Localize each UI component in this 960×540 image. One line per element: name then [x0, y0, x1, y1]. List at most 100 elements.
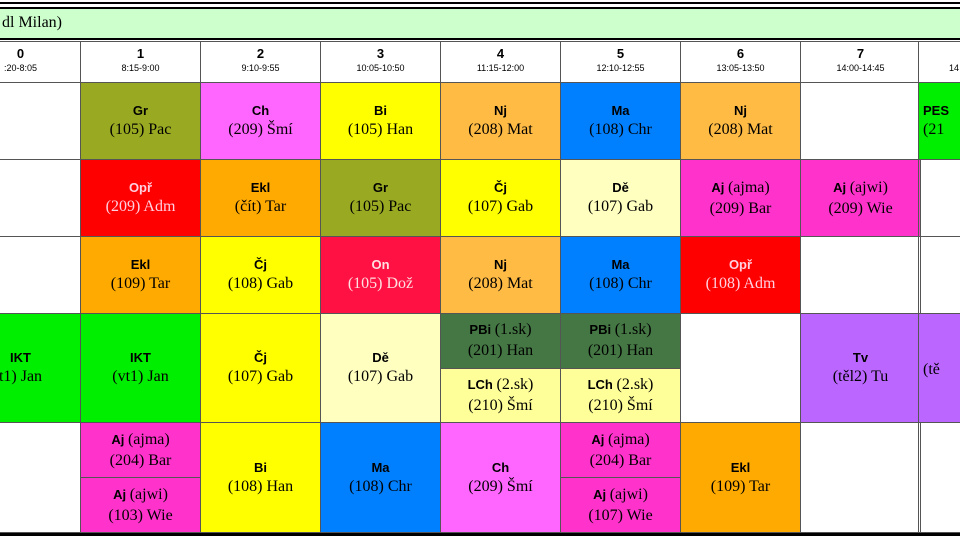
lesson-head: LCh (2.sk) — [468, 376, 534, 394]
period-number: 7 — [856, 46, 865, 61]
period-time: 12:10-12:55 — [596, 63, 645, 73]
group: (ajwi) — [129, 485, 168, 503]
lesson-head: Aj (ajwi) — [113, 486, 168, 504]
subject: Nj — [494, 103, 507, 118]
lesson: LCh (2.sk) (210) Šmí — [440, 367, 561, 423]
room-teacher: (těl2) Tu — [832, 368, 889, 385]
room-teacher: (209) Adm — [105, 198, 176, 215]
period-number: 4 — [496, 46, 505, 61]
room-teacher: (108) Han — [227, 477, 294, 495]
lesson: Aj (ajma) (209) Bar — [680, 159, 801, 237]
subject: Čj — [254, 350, 267, 365]
subject: PBi — [469, 322, 492, 338]
room-teacher: (vt1) Jan — [112, 368, 169, 385]
bottom-border — [0, 533, 960, 536]
room-teacher: (204) Bar — [589, 451, 652, 469]
room-teacher: (209) Wie — [828, 199, 893, 217]
subject: Ch — [491, 459, 510, 475]
subject: Bi — [374, 103, 387, 118]
lesson: IKT (vt1) Jan — [80, 313, 201, 423]
period-header: 7 14:00-14:45 — [800, 41, 921, 83]
lesson-head: Nj — [494, 257, 507, 272]
subject: Ekl — [250, 180, 271, 195]
lesson-head: Čj — [254, 257, 267, 272]
lesson-head: Dě — [372, 350, 389, 365]
lesson: Ekl (čít) Tar — [200, 159, 321, 237]
room-teacher: (čít) Tar — [234, 198, 287, 215]
room-teacher: (108) Gab — [227, 275, 294, 292]
lesson: Ekl (109) Tar — [80, 236, 201, 314]
subject: Dě — [372, 350, 389, 365]
room-teacher: (108) Adm — [705, 275, 776, 292]
lesson-head: Gr — [373, 180, 388, 195]
period-number: 5 — [616, 46, 625, 61]
room-teacher: (201) Han — [587, 342, 654, 360]
empty-cell — [918, 422, 960, 533]
subject: Ma — [611, 257, 630, 272]
lesson-head: On — [371, 257, 389, 272]
lesson-head: IKT — [130, 350, 151, 365]
empty-cell — [680, 313, 801, 423]
period-header: 6 13:05-13:50 — [680, 41, 801, 83]
period-time: 8:15-9:00 — [121, 63, 160, 73]
group: (ajwi) — [849, 178, 888, 196]
subject: Gr — [372, 180, 389, 195]
lesson: Opř (108) Adm — [680, 236, 801, 314]
group: (ajma) — [127, 430, 170, 448]
group: (2.sk) — [496, 375, 534, 393]
room-teacher: (105) Pac — [109, 121, 172, 138]
empty-cell — [800, 422, 921, 533]
lesson: Ma (108) Chr — [560, 236, 681, 314]
lesson: Tv (těl2) Tu — [800, 313, 921, 423]
subject: Aj — [113, 486, 127, 502]
lesson: PES (21 — [918, 82, 960, 160]
lesson: LCh (2.sk) (210) Šmí — [560, 367, 681, 423]
lesson: On (105) Dož — [320, 236, 441, 314]
subject: Aj — [111, 431, 125, 447]
subject: Nj — [734, 103, 747, 118]
lesson: Ch (209) Šmí — [200, 82, 321, 160]
period-time: 13:05-13:50 — [716, 63, 765, 73]
period-number — [949, 46, 960, 61]
subject: Bi — [254, 459, 267, 475]
lesson: Ekl (109) Tar — [680, 422, 801, 533]
subject: Ma — [611, 103, 630, 118]
period-time: 14:00-14:45 — [836, 63, 885, 73]
empty-cell — [800, 82, 921, 160]
subject: Dě — [612, 180, 629, 195]
lesson-head: Ch — [252, 103, 269, 118]
empty-cell — [800, 236, 921, 314]
period-time: :20-8:05 — [3, 63, 38, 73]
lesson: Čj (108) Gab — [200, 236, 321, 314]
lesson: Aj (ajwi) (209) Wie — [800, 159, 921, 237]
subject: IKT — [130, 350, 151, 365]
room-teacher: (21 — [923, 121, 945, 138]
room-teacher: (201) Han — [467, 342, 534, 360]
room-teacher: (103) Wie — [108, 506, 173, 524]
room-teacher: (105) Pac — [349, 198, 412, 215]
group: (1.sk) — [614, 321, 652, 339]
room-teacher: (208) Mat — [468, 275, 533, 292]
room-teacher: t1) Jan — [0, 368, 43, 385]
lesson: Čj (107) Gab — [200, 313, 321, 423]
lesson: Dě (107) Gab — [560, 159, 681, 237]
room-teacher: (107) Wie — [588, 506, 653, 524]
lesson-head: IKT — [10, 350, 31, 365]
subject: Čj — [494, 180, 507, 195]
lesson: Dě (107) Gab — [320, 313, 441, 423]
empty-cell — [0, 236, 81, 314]
lesson-head: Nj — [494, 103, 507, 118]
empty-cell — [0, 82, 81, 160]
lesson-head: Tv — [853, 350, 868, 365]
room-teacher: (109) Tar — [110, 275, 171, 292]
lesson: IKT t1) Jan — [0, 313, 81, 423]
room-teacher: (109) Tar — [710, 477, 771, 495]
subject: Ekl — [730, 459, 751, 475]
period-header: 3 10:05-10:50 — [320, 41, 441, 83]
lesson-head: Opř — [129, 180, 152, 195]
lesson: Aj (ajwi) (107) Wie — [560, 477, 681, 533]
subject: Ma — [371, 459, 390, 475]
lesson: Ma (108) Chr — [320, 422, 441, 533]
subject: On — [371, 257, 390, 272]
